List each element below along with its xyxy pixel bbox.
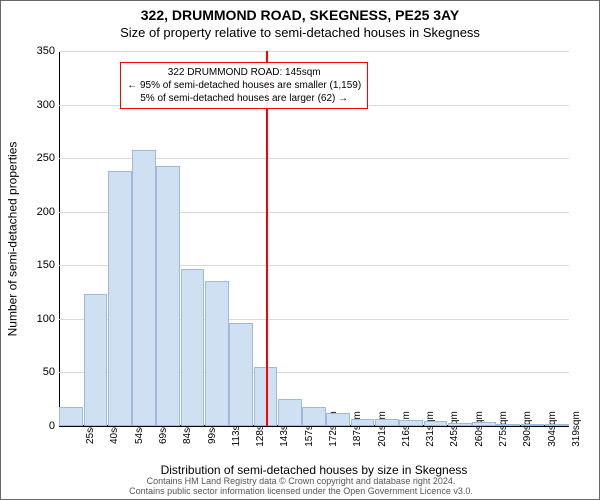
y-tick-label: 50 <box>43 366 55 378</box>
y-tick-label: 0 <box>49 420 55 432</box>
y-tick-label: 200 <box>37 206 55 218</box>
annotation-box: 322 DRUMMOND ROAD: 145sqm← 95% of semi-d… <box>120 62 368 109</box>
chart-title: 322, DRUMMOND ROAD, SKEGNESS, PE25 3AY <box>1 7 599 23</box>
histogram-bar <box>84 294 108 426</box>
annotation-line: ← 95% of semi-detached houses are smalle… <box>127 79 361 92</box>
plot-area: 05010015020025030035025sqm40sqm54sqm69sq… <box>59 51 569 426</box>
y-tick-label: 100 <box>37 313 55 325</box>
y-tick-label: 350 <box>37 45 55 57</box>
annotation-line: 322 DRUMMOND ROAD: 145sqm <box>127 66 361 79</box>
annotation-line: 5% of semi-detached houses are larger (6… <box>127 92 361 105</box>
histogram-bar <box>108 171 132 426</box>
histogram-bar <box>156 166 180 426</box>
x-tick-label: 304sqm <box>533 411 558 447</box>
histogram-bar <box>205 281 229 426</box>
x-tick-label: 216sqm <box>387 411 412 447</box>
chart-subtitle: Size of property relative to semi-detach… <box>1 25 599 40</box>
figure: 322, DRUMMOND ROAD, SKEGNESS, PE25 3AY S… <box>0 0 600 500</box>
y-axis-line <box>59 51 60 426</box>
x-tick-label: 201sqm <box>363 411 388 447</box>
histogram-bar <box>132 150 156 426</box>
x-tick-label: 245sqm <box>435 411 460 447</box>
gridline <box>59 51 569 52</box>
x-tick-label: 290sqm <box>508 411 533 447</box>
attribution-footer: Contains HM Land Registry data © Crown c… <box>1 477 600 497</box>
x-tick-label: 187sqm <box>338 411 363 447</box>
histogram-bar <box>181 269 205 427</box>
y-tick-label: 300 <box>37 99 55 111</box>
x-tick-label: 319sqm <box>557 411 582 447</box>
x-tick-label: 260sqm <box>460 411 485 447</box>
x-tick-label: 231sqm <box>411 411 436 447</box>
footer-line-2: Contains public sector information licen… <box>1 487 600 497</box>
y-axis-label: Number of semi-detached properties <box>5 51 19 426</box>
x-axis-label: Distribution of semi-detached houses by … <box>59 463 569 477</box>
y-tick-label: 150 <box>37 259 55 271</box>
y-tick-label: 250 <box>37 152 55 164</box>
x-tick-label: 275sqm <box>484 411 509 447</box>
